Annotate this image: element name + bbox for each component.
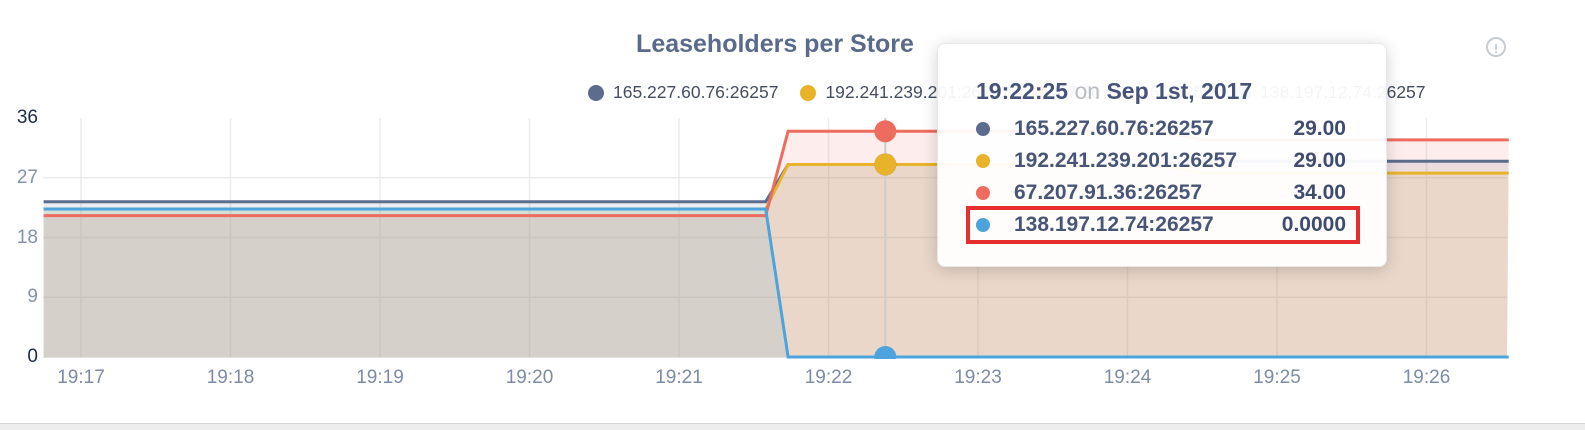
x-tick-label: 19:24 xyxy=(1103,367,1152,388)
y-tick-label: 27 xyxy=(16,166,38,188)
tooltip-series-dot-icon xyxy=(976,154,990,168)
x-tick-label: 19:22 xyxy=(804,367,853,388)
tooltip-row: 192.241.239.201:26257 29.00 xyxy=(976,145,1346,177)
series-line xyxy=(43,207,1509,359)
x-tick-label: 19:19 xyxy=(356,367,404,388)
info-icon[interactable]: ! xyxy=(1486,37,1506,57)
tooltip-row-label: 67.207.91.36:26257 xyxy=(1014,181,1203,204)
tooltip-row-value: 0.0000 xyxy=(1281,213,1346,236)
x-tick-label: 19:25 xyxy=(1253,367,1301,388)
hover-point-dot xyxy=(874,120,897,143)
tooltip-row-label: 192.241.239.201:26257 xyxy=(1014,149,1238,172)
tooltip-row-value: 34.00 xyxy=(1293,181,1346,204)
y-tick-label: 0 xyxy=(27,346,38,367)
hover-point-dot xyxy=(874,346,897,359)
tooltip-on-word: on xyxy=(1074,78,1101,104)
x-tick-label: 19:20 xyxy=(505,367,554,388)
card-bottom-border xyxy=(0,423,1585,424)
legend-series-dot-icon xyxy=(800,84,817,101)
x-tick-label: 19:23 xyxy=(954,367,1002,388)
x-tick-label: 19:17 xyxy=(57,367,105,388)
tooltip-series-dot-icon xyxy=(976,122,990,136)
x-tick-label: 19:26 xyxy=(1402,367,1451,388)
tooltip-row-label: 165.227.60.76:26257 xyxy=(1014,117,1214,140)
tooltip-series-dot-icon xyxy=(976,218,990,232)
tooltip-row-value: 29.00 xyxy=(1293,149,1346,172)
legend-item[interactable]: 165.227.60.76:26257 xyxy=(588,82,778,103)
x-tick-label: 19:21 xyxy=(655,367,703,388)
tooltip-row: 165.227.60.76:26257 29.00 xyxy=(976,113,1346,145)
page-background-strip xyxy=(0,424,1585,430)
tooltip-date: Sep 1st, 2017 xyxy=(1106,78,1253,104)
tooltip-row-value: 29.00 xyxy=(1293,117,1346,140)
tooltip-row: 138.197.12.74:26257 0.0000 xyxy=(966,206,1360,244)
hover-tooltip: 19:22:25 on Sep 1st, 2017 165.227.60.76:… xyxy=(937,43,1387,267)
y-tick-label: 9 xyxy=(27,286,38,308)
tooltip-series-dot-icon xyxy=(976,186,990,200)
x-tick-label: 19:18 xyxy=(206,367,255,388)
y-tick-label: 36 xyxy=(16,107,38,128)
tooltip-time: 19:22:25 xyxy=(976,78,1069,104)
tooltip-row-label: 138.197.12.74:26257 xyxy=(1014,213,1214,236)
tooltip-header: 19:22:25 on Sep 1st, 2017 xyxy=(976,76,1346,106)
hover-point-dot xyxy=(874,153,897,176)
tooltip-rows: 165.227.60.76:26257 29.00 192.241.239.201:… xyxy=(966,113,1360,244)
y-tick-label: 18 xyxy=(16,226,38,248)
legend-series-dot-icon xyxy=(588,84,604,101)
legend-item-label: 165.227.60.76:26257 xyxy=(613,82,779,102)
tooltip-row: 67.207.91.36:26257 34.00 xyxy=(976,177,1346,209)
chart-title: Leaseholders per Store xyxy=(636,30,914,58)
